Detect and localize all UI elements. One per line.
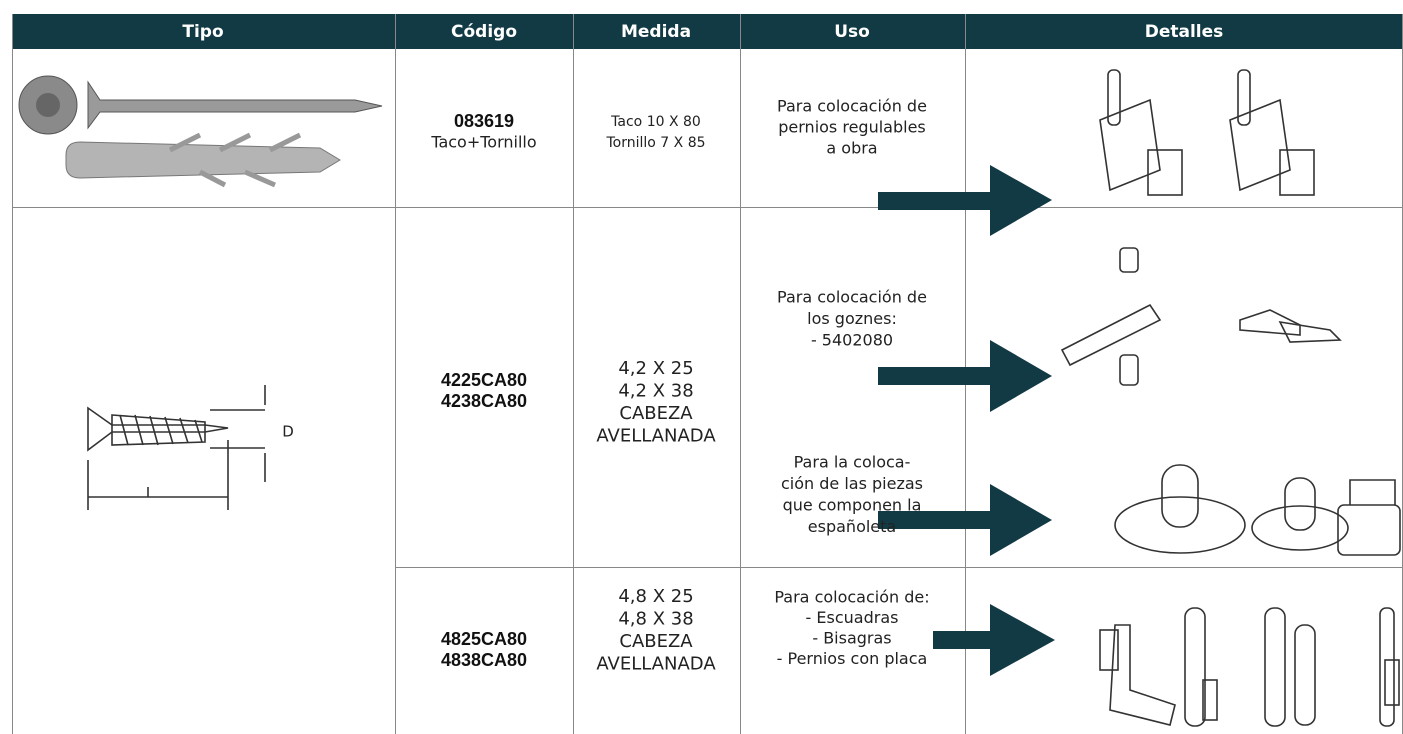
usage: Para la coloca-	[794, 453, 911, 472]
code: 4838CA80	[441, 650, 527, 670]
measure: 4,8 X 38	[618, 609, 693, 630]
screw-and-plug-image	[18, 75, 383, 188]
usage: que componen la	[783, 496, 922, 515]
usage: - 5402080	[811, 331, 893, 350]
hardware-drawings	[1060, 69, 1401, 727]
usage: Para colocación de:	[774, 588, 929, 607]
grid-lines	[12, 14, 1403, 734]
header-cell: Detalles	[1145, 22, 1224, 42]
measure: AVELLANADA	[596, 654, 716, 675]
header-cell: Tipo	[182, 22, 223, 42]
measure: CABEZA	[619, 403, 693, 424]
measure: Taco 10 X 80	[610, 114, 701, 130]
code: 4238CA80	[441, 391, 527, 411]
usage: - Pernios con placa	[777, 649, 928, 668]
header-cell: Uso	[834, 22, 870, 42]
code: 4225CA80	[441, 370, 527, 390]
measure: AVELLANADA	[596, 426, 716, 447]
measure: 4,2 X 38	[618, 381, 693, 402]
measure: Tornillo 7 X 85	[605, 135, 705, 151]
usage: - Escuadras	[806, 608, 899, 627]
usage: Para colocación de	[777, 288, 927, 307]
measure: 4,2 X 25	[618, 358, 693, 379]
measure: 4,8 X 25	[618, 586, 693, 607]
usage: Para colocación de	[777, 97, 927, 116]
usage: ción de las piezas	[781, 474, 923, 493]
usage: los goznes:	[807, 309, 897, 328]
usage: pernios regulables	[778, 118, 926, 137]
header-bar	[12, 14, 1403, 49]
measure: CABEZA	[619, 631, 693, 652]
code: 4825CA80	[441, 629, 527, 649]
code-desc: Taco+Tornillo	[430, 133, 536, 152]
arrows	[878, 165, 1055, 676]
header-cell: Código	[451, 22, 517, 42]
usage: a obra	[826, 139, 877, 158]
screw-diagram	[87, 385, 266, 510]
header-cell: Medida	[621, 22, 691, 42]
usage: españoleta	[808, 517, 896, 536]
usage: - Bisagras	[812, 629, 891, 648]
code: 083619	[454, 111, 514, 131]
diagram-label: D	[282, 423, 294, 441]
